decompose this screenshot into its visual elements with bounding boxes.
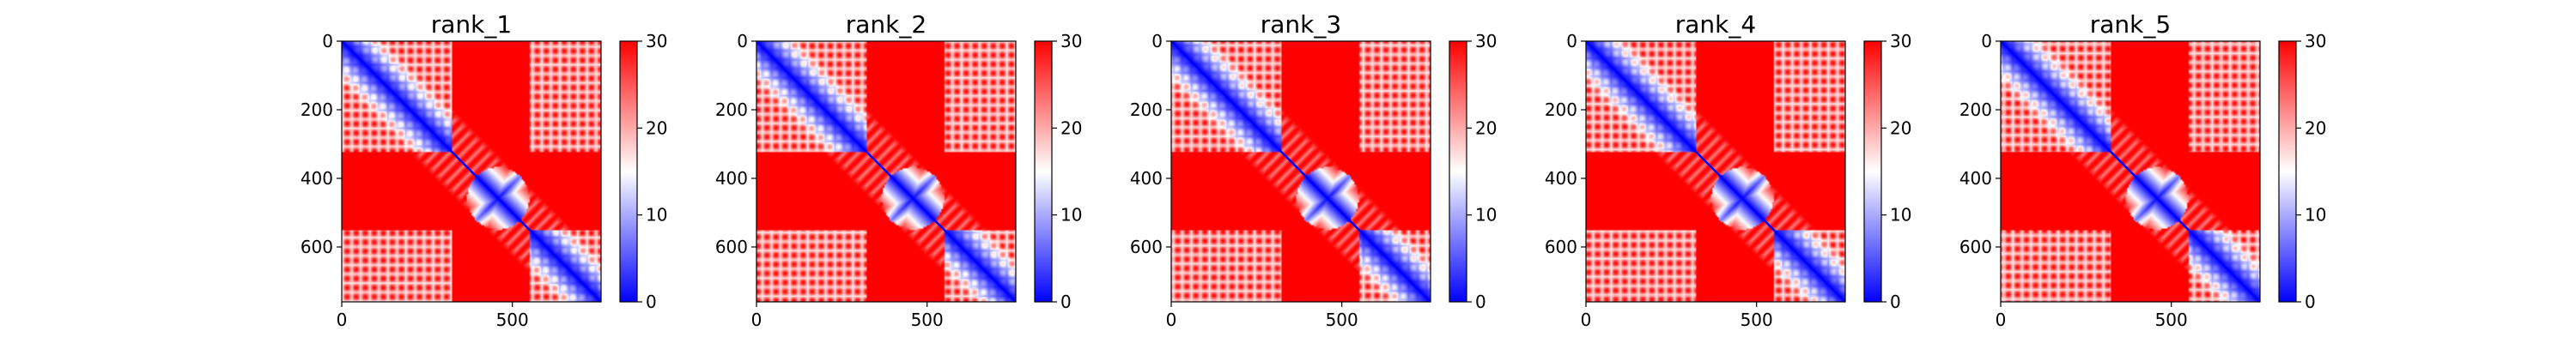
heatmap-panel-4: rank_4 0 500 0 200 400 600 0 10 20 30 (1545, 10, 1912, 330)
colorbar-tick-label: 20 (646, 117, 667, 138)
heatmap-panel-1: rank_1 0 500 0 200 400 600 0 10 20 30 (301, 10, 668, 330)
colorbar (1863, 40, 1882, 303)
colorbar (2278, 40, 2297, 303)
colorbar-tick-label: 20 (1475, 117, 1497, 138)
x-tick-label: 0 (1996, 310, 2007, 330)
y-tick-label: 600 (1959, 237, 1992, 257)
axes-frame (756, 40, 1017, 303)
y-tick-label: 200 (1130, 99, 1163, 120)
colorbar (1449, 40, 1467, 303)
colorbar-tick-label: 30 (1475, 31, 1497, 51)
diagonal-line (1585, 40, 1846, 303)
colorbar (619, 40, 638, 303)
panel-title: rank_4 (1675, 10, 1756, 39)
heatmap-panel-3: rank_3 0 500 0 200 400 600 0 10 20 30 (1130, 10, 1498, 330)
colorbar (1034, 40, 1053, 303)
heatmap-panel-5: rank_5 0 500 0 200 400 600 0 10 20 30 (1959, 10, 2327, 330)
colorbar-tick-label: 20 (2305, 117, 2326, 138)
x-tick-label: 500 (2155, 310, 2188, 330)
x-tick-label: 500 (1741, 310, 1773, 330)
x-tick-label: 500 (496, 310, 529, 330)
colorbar-tick-label: 0 (1475, 292, 1486, 312)
colorbar-tick-label: 10 (1890, 205, 1911, 226)
axes-frame (2000, 40, 2261, 303)
colorbar-tick-label: 30 (1890, 31, 1911, 51)
y-tick-label: 0 (1566, 31, 1577, 51)
colorbar-tick-label: 20 (1060, 117, 1082, 138)
x-tick-label: 0 (337, 310, 348, 330)
y-tick-label: 400 (1959, 168, 1992, 189)
colorbar-tick-label: 0 (1060, 292, 1072, 312)
colorbar-tick-label: 0 (1890, 292, 1901, 312)
y-tick-label: 0 (1981, 31, 1992, 51)
y-tick-label: 200 (715, 99, 748, 120)
y-tick-label: 0 (737, 31, 748, 51)
colorbar-tick-label: 10 (2305, 205, 2326, 226)
y-tick-label: 0 (322, 31, 333, 51)
axes-frame (1585, 40, 1846, 303)
axes-frame (341, 40, 602, 303)
colorbar-tick-label: 30 (646, 31, 667, 51)
y-tick-label: 400 (715, 168, 748, 189)
y-tick-label: 400 (301, 168, 333, 189)
axes-frame (1170, 40, 1431, 303)
diagonal-line (756, 40, 1017, 303)
diagonal-line (2000, 40, 2261, 303)
panel-title: rank_2 (846, 10, 927, 39)
y-tick-label: 200 (301, 99, 333, 120)
panel-title: rank_1 (431, 10, 512, 39)
x-tick-label: 500 (1326, 310, 1358, 330)
y-tick-label: 600 (715, 237, 748, 257)
diagonal-line (1170, 40, 1431, 303)
x-tick-label: 0 (751, 310, 762, 330)
y-tick-label: 600 (1545, 237, 1577, 257)
y-tick-label: 400 (1130, 168, 1163, 189)
colorbar-tick-label: 20 (1890, 117, 1911, 138)
colorbar-tick-label: 30 (1060, 31, 1082, 51)
colorbar-tick-label: 10 (1475, 205, 1497, 226)
panel-title: rank_3 (1261, 10, 1341, 39)
colorbar-tick-label: 0 (646, 292, 657, 312)
y-tick-label: 200 (1959, 99, 1992, 120)
heatmap-panel-2: rank_2 0 500 0 200 400 600 0 10 20 30 (715, 10, 1083, 330)
colorbar-tick-label: 30 (2305, 31, 2326, 51)
x-tick-label: 500 (911, 310, 944, 330)
panel-title: rank_5 (2090, 10, 2171, 39)
colorbar-tick-label: 0 (2305, 292, 2316, 312)
y-tick-label: 600 (1130, 237, 1163, 257)
y-tick-label: 600 (301, 237, 333, 257)
colorbar-tick-label: 10 (1060, 205, 1082, 226)
colorbar-tick-label: 10 (646, 205, 667, 226)
y-tick-label: 0 (1151, 31, 1163, 51)
x-tick-label: 0 (1581, 310, 1592, 330)
x-tick-label: 0 (1166, 310, 1177, 330)
y-tick-label: 400 (1545, 168, 1577, 189)
diagonal-line (341, 40, 602, 303)
y-tick-label: 200 (1545, 99, 1577, 120)
